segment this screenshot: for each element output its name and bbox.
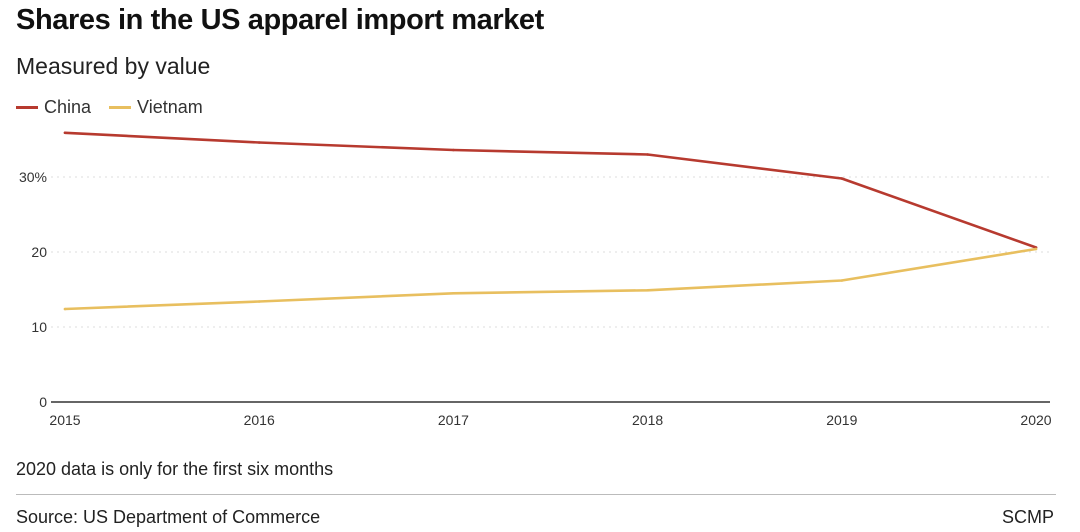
x-tick-label-2018: 2018 <box>632 412 663 428</box>
source-credit: Source: US Department of Commerce <box>16 507 321 527</box>
x-tick-label-2017: 2017 <box>438 412 469 428</box>
data-point-china-2016 <box>257 141 261 144</box>
x-tick-label-2019: 2019 <box>826 412 857 428</box>
y-tick-label-30: 30% <box>19 169 47 185</box>
x-tick-label-2015: 2015 <box>49 412 80 428</box>
data-point-vietnam-2018 <box>646 288 649 292</box>
line-chart: 0 10 20 30% 2015 2016 2017 2018 2019 2020 <box>19 131 1052 428</box>
footer-divider <box>16 494 1056 495</box>
data-point-vietnam-2019 <box>840 279 844 282</box>
data-point-china-2018 <box>646 153 649 156</box>
series-line-vietnam <box>63 247 1038 311</box>
chart-subtitle: Measured by value <box>16 53 211 79</box>
data-point-vietnam-2020 <box>1034 247 1038 251</box>
legend-label-vietnam: Vietnam <box>137 97 203 117</box>
legend-swatch-china <box>16 106 38 109</box>
data-point-vietnam-2017 <box>452 291 455 295</box>
footnote: 2020 data is only for the first six mont… <box>16 459 334 479</box>
chart-title: Shares in the US apparel import market <box>16 4 544 36</box>
legend-swatch-vietnam <box>109 106 132 109</box>
data-point-china-2015 <box>63 131 67 135</box>
data-point-vietnam-2016 <box>257 300 261 303</box>
chart-legend: China Vietnam <box>16 97 203 118</box>
legend-label-china: China <box>44 97 92 117</box>
legend-item-vietnam: Vietnam <box>109 97 203 118</box>
data-point-vietnam-2015 <box>63 307 67 311</box>
series-line-china <box>63 131 1038 249</box>
brand-credit: SCMP <box>1001 507 1054 527</box>
y-tick-label-10: 10 <box>31 319 47 335</box>
legend-item-china: China <box>16 97 91 118</box>
y-tick-label-20: 20 <box>31 244 47 260</box>
x-tick-label-2016: 2016 <box>244 412 275 428</box>
x-tick-label-2020: 2020 <box>1020 412 1051 428</box>
data-point-china-2017 <box>452 148 455 152</box>
data-point-china-2019 <box>840 177 844 180</box>
y-tick-label-0: 0 <box>39 394 47 410</box>
